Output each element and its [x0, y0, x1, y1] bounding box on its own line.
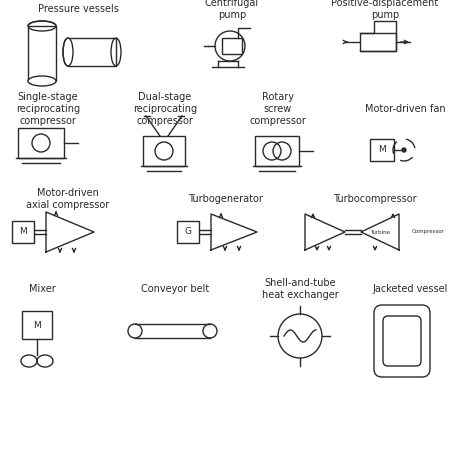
Text: Dual-stage
reciprocating
compressor: Dual-stage reciprocating compressor — [133, 92, 197, 125]
Text: M: M — [378, 146, 386, 155]
Text: Single-stage
reciprocating
compressor: Single-stage reciprocating compressor — [16, 92, 80, 125]
Bar — [177, 221, 199, 243]
Bar — [255, 136, 299, 166]
Text: Shell-and-tube
heat exchanger: Shell-and-tube heat exchanger — [262, 278, 338, 300]
Text: Mixer: Mixer — [28, 284, 55, 294]
Text: Pressure vessels: Pressure vessels — [37, 4, 118, 14]
Text: Conveyor belt: Conveyor belt — [141, 284, 209, 294]
Text: Turbocompressor: Turbocompressor — [333, 194, 417, 204]
Bar — [28, 26, 56, 81]
Bar — [222, 38, 242, 54]
Text: Motor-driven
axial compressor: Motor-driven axial compressor — [27, 188, 109, 210]
Circle shape — [402, 148, 406, 152]
Text: Positive-displacement
pump: Positive-displacement pump — [331, 0, 438, 20]
Text: Compressor: Compressor — [412, 230, 445, 235]
Text: M: M — [19, 227, 27, 236]
Bar — [370, 139, 394, 161]
Text: G: G — [184, 227, 191, 236]
Text: Motor-driven fan: Motor-driven fan — [365, 104, 445, 114]
Bar — [22, 311, 52, 339]
Ellipse shape — [63, 38, 73, 66]
Bar — [12, 221, 34, 243]
Text: Jacketed vessel: Jacketed vessel — [372, 284, 447, 294]
Text: Rotary
screw
compressor: Rotary screw compressor — [250, 92, 306, 125]
Bar — [360, 33, 396, 51]
Ellipse shape — [28, 76, 56, 86]
Bar — [68, 38, 116, 66]
Bar — [143, 136, 185, 166]
Text: Turbogenerator: Turbogenerator — [188, 194, 263, 204]
Text: Centrifugal
pump: Centrifugal pump — [205, 0, 259, 20]
Text: Turbine: Turbine — [370, 230, 390, 235]
Bar — [18, 128, 64, 158]
Text: M: M — [33, 321, 41, 330]
